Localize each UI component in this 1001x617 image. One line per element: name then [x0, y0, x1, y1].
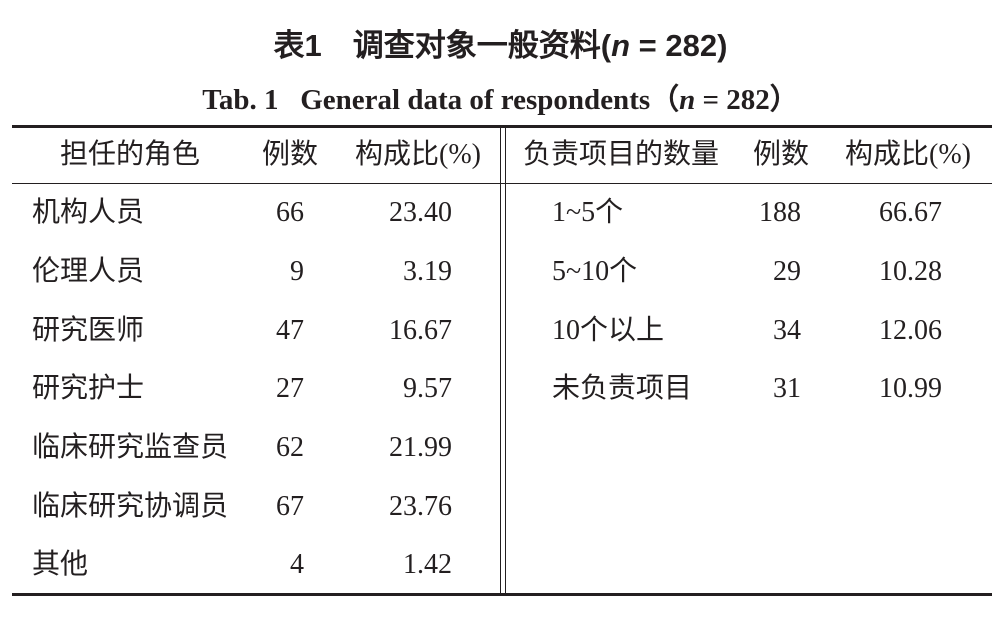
row-label: 1~5个	[552, 197, 624, 228]
cell-value: 9.57	[403, 373, 452, 404]
subtitle-text: General data of respondents（	[300, 84, 680, 116]
cell-value: 188	[759, 197, 801, 228]
cell-value: 31	[773, 373, 801, 404]
cell-value: 66	[276, 197, 304, 228]
cell-value: 10.28	[879, 256, 942, 287]
divider-line	[505, 127, 506, 594]
divider-line	[500, 127, 501, 594]
title-label: 表1	[273, 28, 322, 63]
title-text: 调查对象一般资料(	[352, 28, 612, 63]
bottom-rule	[12, 593, 992, 596]
cell-value: 21.99	[389, 432, 452, 463]
cell-value: 10.99	[879, 373, 942, 404]
row-label: 伦理人员	[32, 256, 145, 287]
subtitle-label: Tab. 1	[202, 84, 279, 116]
column-header: 例数	[752, 139, 809, 170]
row-label: 临床研究协调员	[32, 491, 229, 522]
cell-value: 1.42	[403, 549, 452, 580]
cell-value: 4	[290, 549, 304, 580]
column-header: 构成比(%)	[845, 139, 971, 170]
table-title: 表1 调查对象一般资料(n = 282)	[0, 20, 1001, 65]
row-label: 研究医师	[32, 315, 145, 346]
row-label: 机构人员	[32, 197, 145, 228]
cell-value: 3.19	[403, 256, 452, 287]
row-label: 10个以上	[552, 315, 665, 346]
cell-value: 9	[290, 256, 304, 287]
header-rule	[12, 183, 992, 184]
column-header: 构成比(%)	[355, 139, 481, 170]
title-rest: = 282)	[630, 28, 728, 63]
cell-value: 62	[276, 432, 304, 463]
cell-value: 23.76	[389, 491, 452, 522]
top-rule	[12, 125, 992, 128]
cell-value: 27	[276, 373, 304, 404]
cell-value: 66.67	[879, 197, 942, 228]
row-label: 研究护士	[32, 373, 145, 404]
row-label: 其他	[32, 549, 89, 580]
subtitle-rest: = 282）	[695, 84, 799, 116]
cell-value: 47	[276, 315, 304, 346]
title-variable: n	[611, 28, 631, 63]
row-label: 未负责项目	[552, 373, 693, 404]
subtitle-variable: n	[679, 84, 696, 116]
column-header: 例数	[261, 139, 318, 170]
cell-value: 29	[773, 256, 801, 287]
cell-value: 23.40	[389, 197, 452, 228]
column-header: 负责项目的数量	[522, 139, 719, 170]
column-header: 担任的角色	[59, 139, 200, 170]
cell-value: 34	[773, 315, 801, 346]
row-label: 临床研究监查员	[32, 432, 229, 463]
cell-value: 67	[276, 491, 304, 522]
cell-value: 16.67	[389, 315, 452, 346]
cell-value: 12.06	[879, 315, 942, 346]
table-subtitle: Tab. 1 General data of respondents（n = 2…	[0, 76, 1001, 118]
row-label: 5~10个	[552, 256, 638, 287]
